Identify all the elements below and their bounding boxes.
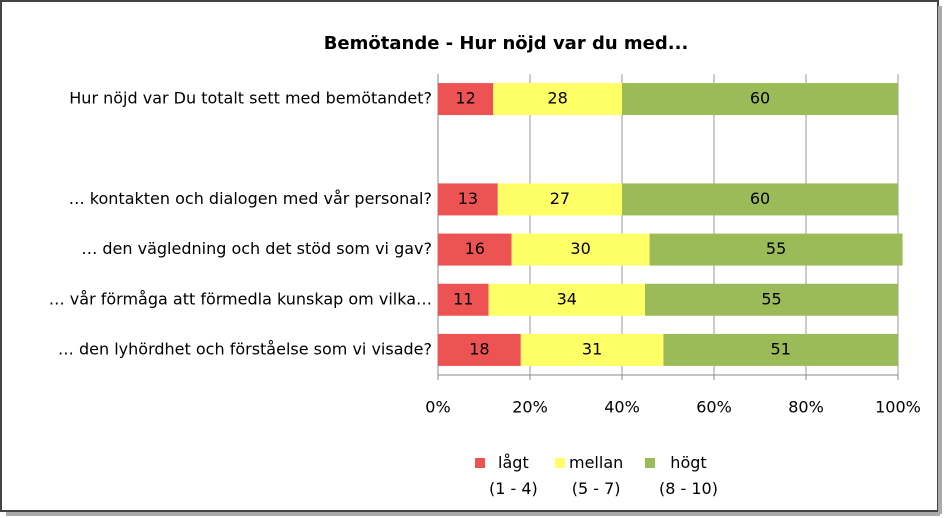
x-tick-label: 100% xyxy=(875,398,921,417)
x-tick-label: 20% xyxy=(512,398,548,417)
bar-segment xyxy=(488,283,645,316)
legend-swatch xyxy=(645,458,655,468)
bar-segment xyxy=(493,83,622,116)
data-label: 13 xyxy=(458,189,478,208)
bar-segment xyxy=(622,83,898,116)
chart-title: Bemötande - Hur nöjd var du med... xyxy=(324,33,689,54)
data-label: 34 xyxy=(557,289,577,308)
data-label: 31 xyxy=(582,339,602,358)
data-label: 55 xyxy=(761,289,781,308)
bar-segment xyxy=(649,233,903,266)
legend-label: mellan (5 - 7) xyxy=(569,453,624,498)
legend-swatch xyxy=(475,458,485,468)
bar-segment xyxy=(438,233,512,266)
bar-segment xyxy=(622,183,898,216)
x-tick-label: 60% xyxy=(696,398,732,417)
x-tick-label: 0% xyxy=(425,398,450,417)
bar-segment xyxy=(645,283,898,316)
y-tick-label: … vår förmåga att förmedla kunskap om vi… xyxy=(49,289,432,308)
data-label: 11 xyxy=(453,289,473,308)
data-label: 51 xyxy=(771,339,791,358)
data-label: 27 xyxy=(550,189,570,208)
data-label: 28 xyxy=(547,89,567,108)
bar-segment xyxy=(438,183,498,216)
x-tick-label: 40% xyxy=(604,398,640,417)
data-label: 18 xyxy=(469,339,489,358)
data-label: 55 xyxy=(766,239,786,258)
bar-segment xyxy=(438,333,521,366)
legend-label: högt (8 - 10) xyxy=(659,453,718,498)
bar-segment xyxy=(511,233,650,266)
data-label: 60 xyxy=(750,189,770,208)
x-tick-label: 80% xyxy=(788,398,824,417)
data-label: 30 xyxy=(570,239,590,258)
legend-label: lågt (1 - 4) xyxy=(489,453,538,498)
bar-segment xyxy=(520,333,664,366)
bar-segment xyxy=(497,183,622,216)
y-tick-label: Hur nöjd var Du totalt sett med bemötand… xyxy=(69,89,432,108)
y-tick-label: … den lyhördhet och förståelse som vi vi… xyxy=(58,339,432,358)
bar-segment xyxy=(438,283,489,316)
data-label: 12 xyxy=(455,89,475,108)
data-label: 16 xyxy=(465,239,485,258)
data-label: 60 xyxy=(750,89,770,108)
y-tick-label: … den vägledning och det stöd som vi gav… xyxy=(81,239,432,258)
legend-swatch xyxy=(555,458,565,468)
bar-segment xyxy=(438,83,494,116)
y-tick-label: … kontakten och dialogen med vår persona… xyxy=(69,189,432,208)
bar-segment xyxy=(663,333,898,366)
